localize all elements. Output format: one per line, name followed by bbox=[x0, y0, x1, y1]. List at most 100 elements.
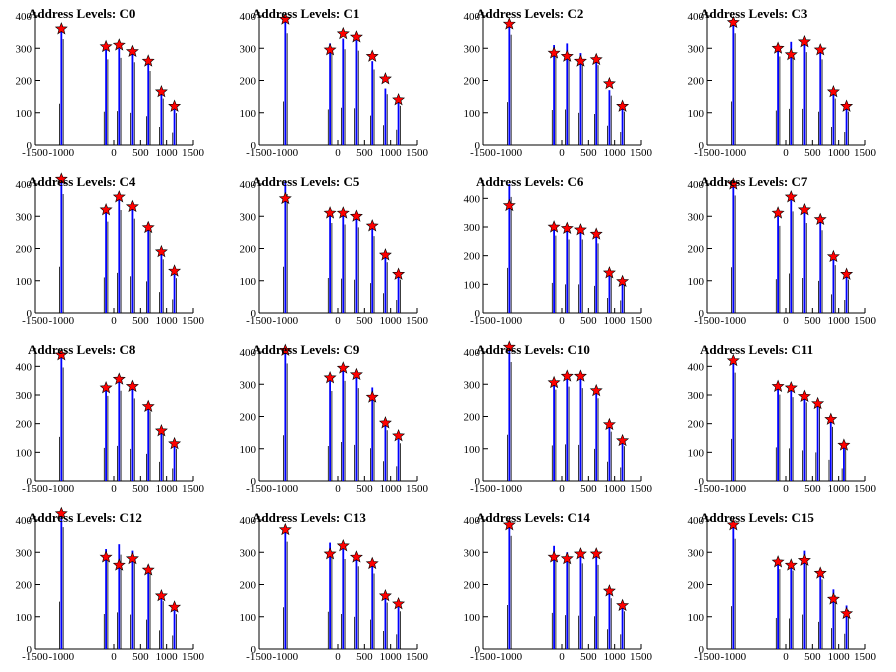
peak-marker-star bbox=[502, 340, 516, 353]
histogram-peak-bar bbox=[118, 198, 121, 313]
y-tick-label: 400 bbox=[464, 193, 481, 205]
y-tick-label: 400 bbox=[240, 11, 257, 23]
x-tick-label: -1000 bbox=[272, 651, 298, 663]
y-tick-label: 0 bbox=[699, 140, 705, 152]
histogram-peak-bar bbox=[397, 101, 400, 145]
histogram-peak-bar bbox=[173, 610, 176, 649]
y-tick-label: 400 bbox=[240, 515, 257, 527]
x-tick-label: -1500 bbox=[694, 147, 720, 159]
histogram-peak-bar bbox=[371, 565, 374, 649]
y-tick-label: 200 bbox=[16, 76, 33, 88]
peak-marker-star bbox=[54, 506, 68, 520]
x-tick-label: -1000 bbox=[48, 315, 74, 327]
x-tick-label: 1000 bbox=[604, 315, 627, 327]
x-tick-label: -1000 bbox=[48, 147, 74, 159]
x-tick-label: -1500 bbox=[246, 315, 272, 327]
peak-marker-star bbox=[726, 353, 740, 367]
histogram-panel-c13: 0 100 200 300 400 -1500 -1000 0 500 1000 1500 Addre… bbox=[224, 504, 448, 672]
peak-marker-star bbox=[840, 606, 854, 620]
histogram-peak-bar bbox=[355, 557, 358, 649]
x-tick-label: 0 bbox=[111, 147, 117, 159]
x-tick-label: 1500 bbox=[182, 483, 205, 495]
peak-marker-star bbox=[392, 428, 406, 442]
peak-marker-star bbox=[349, 550, 363, 563]
x-tick-label: 1500 bbox=[630, 483, 653, 495]
y-tick-label: 300 bbox=[464, 379, 481, 391]
y-tick-label: 200 bbox=[688, 76, 705, 88]
peak-marker-star bbox=[602, 76, 616, 90]
peak-marker-star bbox=[278, 522, 292, 536]
panel-title: Address Levels: C7 bbox=[700, 174, 808, 189]
histogram-panel-c4: 0 100 200 300 400 -1500 -1000 0 500 1000 1500 Addre… bbox=[0, 168, 224, 336]
histogram-peak-bar bbox=[621, 107, 624, 145]
x-tick-label: 500 bbox=[804, 651, 821, 663]
peak-marker-star bbox=[141, 563, 155, 576]
histogram-panel-c1: 0 100 200 300 400 -1500 -1000 0 500 1000 1500 Addre… bbox=[224, 0, 448, 168]
y-tick-label: 0 bbox=[475, 308, 481, 320]
peak-marker-star bbox=[336, 26, 350, 40]
x-tick-label: 1500 bbox=[182, 147, 205, 159]
peak-marker-star bbox=[602, 417, 616, 431]
histogram-peak-bar bbox=[579, 53, 582, 145]
histogram-peak-bar bbox=[553, 379, 555, 481]
histogram-peak-bar bbox=[131, 389, 134, 481]
histogram-panel-c10: 0 100 200 300 400 -1500 -1000 0 500 1000 1500 Addre… bbox=[448, 336, 672, 504]
peak-marker-star bbox=[547, 550, 561, 563]
histogram-peak-bar bbox=[105, 211, 107, 313]
y-tick-label: 0 bbox=[27, 644, 33, 656]
x-tick-label: 1000 bbox=[380, 147, 403, 159]
peak-marker-star bbox=[99, 202, 113, 216]
y-tick-label: 100 bbox=[464, 612, 481, 624]
histogram-peak-bar bbox=[284, 20, 287, 145]
histogram-peak-bar bbox=[595, 235, 598, 313]
peak-marker-star bbox=[784, 190, 798, 203]
x-tick-label: -1500 bbox=[470, 483, 496, 495]
panel-title: Address Levels: C4 bbox=[28, 174, 136, 189]
histogram-peak-bar bbox=[384, 424, 387, 481]
panel-title: Address Levels: C13 bbox=[252, 510, 366, 525]
histogram-peak-bar bbox=[790, 41, 793, 145]
peak-marker-star bbox=[602, 266, 616, 279]
histogram-peak-bar bbox=[160, 426, 163, 481]
peak-marker-star bbox=[154, 84, 168, 98]
y-tick-label: 100 bbox=[464, 279, 481, 291]
histogram-peak-bar bbox=[397, 439, 400, 481]
panel-title: Address Levels: C11 bbox=[700, 342, 814, 357]
histogram-peak-bar bbox=[845, 605, 848, 649]
histogram-plot: 0 100 200 300 400 -1500 -1000 0 500 1000 1500 bbox=[688, 11, 877, 159]
x-tick-label: 0 bbox=[335, 483, 341, 495]
x-tick-label: 1500 bbox=[854, 315, 877, 327]
histogram-plot: 0 100 200 300 400 -1500 -1000 0 500 1000 1500 bbox=[688, 515, 877, 663]
peak-marker-star bbox=[378, 416, 392, 429]
histogram-panel-c0: 0 100 200 300 400 -1500 -1000 0 500 1000 1500 Addre… bbox=[0, 0, 224, 168]
peak-marker-star bbox=[125, 379, 139, 392]
x-tick-label: 1500 bbox=[406, 315, 429, 327]
x-tick-label: 0 bbox=[335, 651, 341, 663]
x-tick-label: 500 bbox=[132, 483, 149, 495]
x-tick-label: -1500 bbox=[246, 483, 272, 495]
y-tick-label: 200 bbox=[240, 76, 257, 88]
histogram-peak-bar bbox=[284, 529, 287, 649]
x-tick-label: -1500 bbox=[22, 147, 48, 159]
histogram-peak-bar bbox=[621, 442, 624, 481]
x-tick-label: 500 bbox=[356, 315, 373, 327]
histogram-peak-bar bbox=[329, 381, 331, 481]
x-tick-label: 500 bbox=[804, 483, 821, 495]
x-tick-label: 500 bbox=[356, 147, 373, 159]
x-tick-label: -1000 bbox=[496, 315, 522, 327]
histogram-panel-c3: 0 100 200 300 400 -1500 -1000 0 500 1000 1500 Addre… bbox=[672, 0, 896, 168]
histogram-peak-bar bbox=[566, 43, 569, 145]
x-tick-label: 1000 bbox=[380, 651, 403, 663]
peak-marker-star bbox=[616, 598, 630, 611]
peak-marker-star bbox=[125, 199, 139, 213]
x-tick-label: 1500 bbox=[854, 483, 877, 495]
peak-marker-star bbox=[392, 596, 406, 610]
x-tick-label: 1500 bbox=[406, 147, 429, 159]
peak-marker-star bbox=[141, 54, 155, 67]
peak-marker-star bbox=[141, 399, 155, 412]
peak-marker-star bbox=[573, 369, 587, 382]
histogram-peak-bar bbox=[147, 222, 150, 313]
peak-marker-star bbox=[811, 396, 825, 410]
peak-marker-star bbox=[323, 547, 337, 560]
